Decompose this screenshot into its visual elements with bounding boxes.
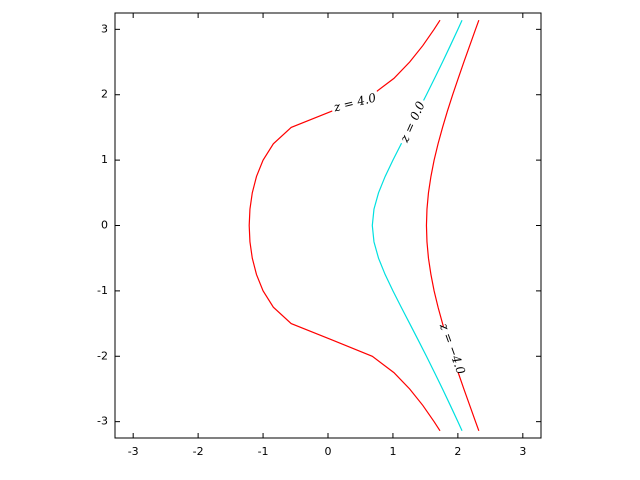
contour-label-gap bbox=[437, 324, 467, 374]
y-tick-label: 1 bbox=[101, 153, 108, 166]
x-tick-label: 1 bbox=[389, 445, 396, 458]
contour-label-gap bbox=[396, 97, 430, 147]
x-tick-label: 0 bbox=[325, 445, 332, 458]
y-tick-label: -1 bbox=[97, 284, 108, 297]
contour-line bbox=[248, 19, 441, 432]
y-tick-label: -3 bbox=[97, 415, 108, 428]
x-tick-label: 3 bbox=[519, 445, 526, 458]
x-tick-label: -1 bbox=[258, 445, 269, 458]
x-tick-label: 2 bbox=[454, 445, 461, 458]
y-tick-label: 2 bbox=[101, 88, 108, 101]
contour-label-gap bbox=[330, 90, 380, 116]
contour-line bbox=[371, 19, 463, 432]
x-tick-label: -3 bbox=[128, 445, 139, 458]
y-tick-label: 3 bbox=[101, 22, 108, 35]
y-tick-label: 0 bbox=[101, 219, 108, 232]
x-tick-label: -2 bbox=[193, 445, 204, 458]
y-tick-label: -2 bbox=[97, 349, 108, 362]
